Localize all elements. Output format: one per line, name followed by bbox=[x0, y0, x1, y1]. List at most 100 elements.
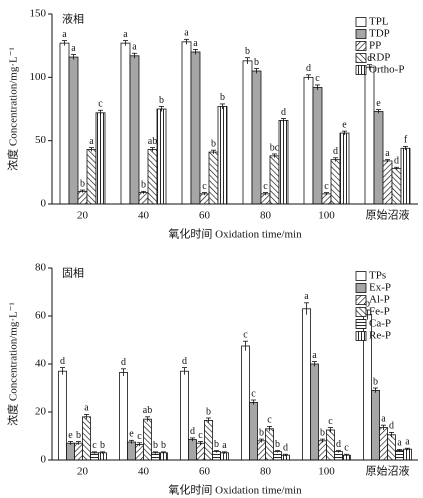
y-axis-title: 浓度 Concentration/mg·L⁻¹ bbox=[6, 47, 20, 171]
significance-label: b bbox=[275, 439, 280, 450]
y-tick-label: 0 bbox=[41, 198, 47, 210]
bar bbox=[58, 370, 67, 461]
significance-label: a bbox=[89, 136, 94, 147]
significance-label: c bbox=[367, 53, 372, 64]
x-tick-label: 100 bbox=[318, 210, 335, 222]
bar bbox=[278, 120, 289, 205]
bar bbox=[199, 193, 210, 205]
bar bbox=[127, 441, 136, 461]
bar bbox=[188, 439, 197, 461]
y-tick-label: 100 bbox=[30, 71, 47, 83]
significance-label: b bbox=[214, 439, 219, 450]
significance-label: d bbox=[389, 421, 394, 432]
bar bbox=[77, 190, 88, 205]
bar bbox=[143, 418, 152, 461]
significance-label: d bbox=[190, 426, 195, 437]
bar bbox=[95, 112, 106, 205]
legend-label: Al-P bbox=[369, 294, 390, 306]
significance-label: a bbox=[381, 413, 386, 424]
bar bbox=[371, 389, 380, 461]
x-tick-label: 40 bbox=[138, 466, 150, 478]
y-tick-label: 0 bbox=[41, 454, 47, 466]
significance-label: a bbox=[123, 29, 128, 40]
bar bbox=[208, 151, 219, 205]
significance-label: b bbox=[206, 406, 211, 417]
bar bbox=[257, 440, 266, 461]
significance-label: b bbox=[259, 427, 264, 438]
bar bbox=[59, 42, 70, 205]
bar bbox=[387, 434, 396, 461]
legend-label: TPs bbox=[369, 270, 386, 282]
significance-label: d bbox=[281, 107, 286, 118]
significance-label: a bbox=[304, 291, 309, 302]
bar bbox=[90, 452, 99, 461]
legend-label: Ex-P bbox=[369, 282, 391, 294]
significance-label: d bbox=[121, 357, 126, 368]
x-tick-label: 20 bbox=[77, 466, 89, 478]
bar bbox=[260, 193, 271, 205]
bar bbox=[82, 416, 91, 461]
significance-label: c bbox=[137, 431, 142, 442]
bar bbox=[180, 370, 189, 461]
y-tick-label: 150 bbox=[30, 8, 47, 20]
bar bbox=[249, 401, 258, 461]
bar bbox=[242, 60, 253, 205]
significance-label: b bbox=[245, 46, 250, 57]
x-tick-label: 原始沼液 bbox=[366, 208, 410, 222]
bar bbox=[129, 55, 140, 205]
bar bbox=[147, 149, 158, 205]
bar bbox=[151, 452, 160, 461]
significance-label: a bbox=[71, 43, 76, 54]
bar bbox=[217, 106, 228, 205]
y-tick-label: 40 bbox=[35, 358, 47, 370]
significance-label: ab bbox=[148, 136, 157, 147]
significance-label: a bbox=[132, 42, 137, 53]
x-tick-label: 100 bbox=[318, 466, 335, 478]
bar bbox=[190, 51, 201, 205]
bar bbox=[212, 451, 221, 461]
significance-label: d bbox=[283, 443, 288, 454]
significance-label: b bbox=[320, 427, 325, 438]
bar bbox=[382, 160, 393, 205]
significance-label: a bbox=[222, 440, 227, 451]
bar bbox=[330, 159, 341, 205]
x-tick-label: 80 bbox=[260, 466, 272, 478]
x-tick-label: 60 bbox=[199, 210, 211, 222]
legend-swatch bbox=[355, 41, 367, 51]
x-tick-label: 原始沼液 bbox=[366, 464, 410, 478]
significance-label: b bbox=[161, 440, 166, 451]
legend-swatch bbox=[355, 295, 367, 305]
significance-label: b bbox=[80, 178, 85, 189]
bar bbox=[395, 449, 404, 461]
significance-label: d bbox=[336, 439, 341, 450]
significance-label: b bbox=[254, 57, 259, 68]
legend-label: Fe-P bbox=[369, 306, 390, 318]
bar bbox=[98, 452, 107, 461]
significance-label: c bbox=[251, 388, 256, 399]
legend-swatch bbox=[355, 331, 367, 341]
bar bbox=[196, 442, 205, 461]
y-axis-title: 浓度 Concentration/mg·L⁻¹ bbox=[6, 302, 20, 426]
bar bbox=[373, 111, 384, 205]
bar bbox=[321, 193, 332, 205]
bar bbox=[138, 192, 149, 205]
legend-label: Re-P bbox=[369, 330, 391, 342]
x-axis-title: 氧化时间 Oxidation time/min bbox=[168, 483, 302, 497]
bar bbox=[251, 70, 262, 205]
significance-label: d bbox=[394, 156, 399, 167]
significance-label: c bbox=[198, 430, 203, 441]
significance-label: e bbox=[129, 429, 134, 440]
significance-label: a bbox=[405, 437, 410, 448]
significance-label: b bbox=[365, 298, 370, 309]
y-tick-label: 80 bbox=[35, 262, 47, 274]
significance-label: a bbox=[62, 29, 67, 40]
bar bbox=[326, 429, 335, 461]
x-axis-title: 氧化时间 Oxidation time/min bbox=[168, 227, 302, 241]
bar bbox=[66, 442, 75, 461]
significance-label: d bbox=[60, 356, 65, 367]
significance-label: d bbox=[333, 146, 338, 157]
bar bbox=[120, 42, 131, 205]
bar bbox=[364, 66, 375, 205]
legend-label: Ca-P bbox=[369, 318, 391, 330]
bar bbox=[68, 56, 79, 205]
